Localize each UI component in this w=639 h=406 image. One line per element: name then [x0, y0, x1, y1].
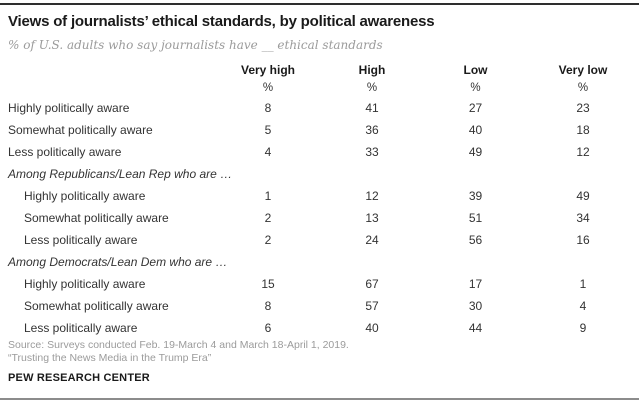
source-line: Source: Surveys conducted Feb. 19-March …: [8, 339, 349, 351]
page-title: Views of journalists’ ethical standards,…: [8, 13, 435, 30]
page-subtitle: % of U.S. adults who say journalists hav…: [8, 38, 383, 52]
section-label: Among Republicans/Lean Rep who are …: [8, 167, 233, 181]
value-cell: 30: [468, 299, 483, 313]
table-row: Less politically aware 4 33 49 12: [0, 141, 639, 163]
table-row: Less politically aware 6 40 44 9: [0, 317, 639, 339]
bottom-rule: [0, 398, 639, 400]
column-header-very-low: Very low: [558, 62, 608, 77]
row-label: Highly politically aware: [8, 101, 130, 115]
value-cell: 18: [576, 123, 590, 137]
table-row: Highly politically aware 1 12 39 49: [0, 185, 639, 207]
value-cell: 8: [264, 101, 272, 115]
unit-cell: %: [366, 82, 378, 94]
top-rule: [0, 3, 639, 5]
value-cell: 6: [264, 321, 272, 335]
row-label: Less politically aware: [8, 145, 122, 159]
value-cell: 4: [264, 145, 272, 159]
table-body: Highly politically aware 8 41 27 23 Somewhat …: [0, 97, 639, 339]
row-label: Highly politically aware: [24, 277, 146, 291]
value-cell: 2: [264, 233, 272, 247]
org-name: PEW RESEARCH CENTER: [8, 372, 150, 384]
data-table: Very high High Low Very low % % % % High…: [0, 60, 639, 339]
value-cell: 9: [579, 321, 587, 335]
value-cell: 40: [468, 123, 483, 137]
value-cell: 13: [365, 211, 379, 225]
column-header-very-high: Very high: [240, 62, 296, 77]
table-row: Highly politically aware 8 41 27 23: [0, 97, 639, 119]
row-label: Somewhat politically aware: [24, 299, 169, 313]
column-header-high: High: [358, 62, 386, 77]
value-cell: 36: [365, 123, 379, 137]
unit-cell: %: [470, 82, 481, 94]
table-header-row: Very high High Low Very low: [0, 60, 639, 79]
value-cell: 41: [365, 101, 379, 115]
value-cell: 49: [576, 189, 590, 203]
value-cell: 51: [468, 211, 483, 225]
report-title-note: “Trusting the News Media in the Trump Er…: [8, 352, 212, 364]
row-label: Less politically aware: [24, 233, 138, 247]
row-label: Less politically aware: [24, 321, 138, 335]
value-cell: 12: [365, 189, 379, 203]
value-cell: 2: [264, 211, 272, 225]
value-cell: 12: [576, 145, 590, 159]
value-cell: 16: [576, 233, 590, 247]
row-label: Highly politically aware: [24, 189, 146, 203]
table-row: Somewhat politically aware 2 13 51 34: [0, 207, 639, 229]
value-cell: 27: [468, 101, 483, 115]
row-label: Somewhat politically aware: [8, 123, 153, 137]
value-cell: 56: [468, 233, 483, 247]
value-cell: 44: [468, 321, 483, 335]
value-cell: 24: [365, 233, 379, 247]
value-cell: 40: [365, 321, 379, 335]
section-label: Among Democrats/Lean Dem who are …: [8, 255, 228, 269]
row-label: Somewhat politically aware: [24, 211, 169, 225]
value-cell: 23: [576, 101, 590, 115]
value-cell: 39: [468, 189, 483, 203]
value-cell: 57: [365, 299, 379, 313]
value-cell: 4: [579, 299, 587, 313]
value-cell: 49: [468, 145, 483, 159]
value-cell: 34: [576, 211, 590, 225]
value-cell: 67: [365, 277, 379, 291]
value-cell: 17: [468, 277, 483, 291]
table-row: Less politically aware 2 24 56 16: [0, 229, 639, 251]
value-cell: 15: [261, 277, 275, 291]
value-cell: 5: [264, 123, 272, 137]
table-unit-row: % % % %: [0, 79, 639, 97]
column-header-low: Low: [463, 62, 488, 77]
value-cell: 1: [264, 189, 272, 203]
table-row: Highly politically aware 15 67 17 1: [0, 273, 639, 295]
section-header-row: Among Democrats/Lean Dem who are …: [0, 251, 639, 273]
unit-cell: %: [577, 82, 589, 94]
value-cell: 1: [579, 277, 587, 291]
unit-cell: %: [262, 82, 274, 94]
section-header-row: Among Republicans/Lean Rep who are …: [0, 163, 639, 185]
value-cell: 33: [365, 145, 379, 159]
value-cell: 8: [264, 299, 272, 313]
table-row: Somewhat politically aware 8 57 30 4: [0, 295, 639, 317]
table-row: Somewhat politically aware 5 36 40 18: [0, 119, 639, 141]
